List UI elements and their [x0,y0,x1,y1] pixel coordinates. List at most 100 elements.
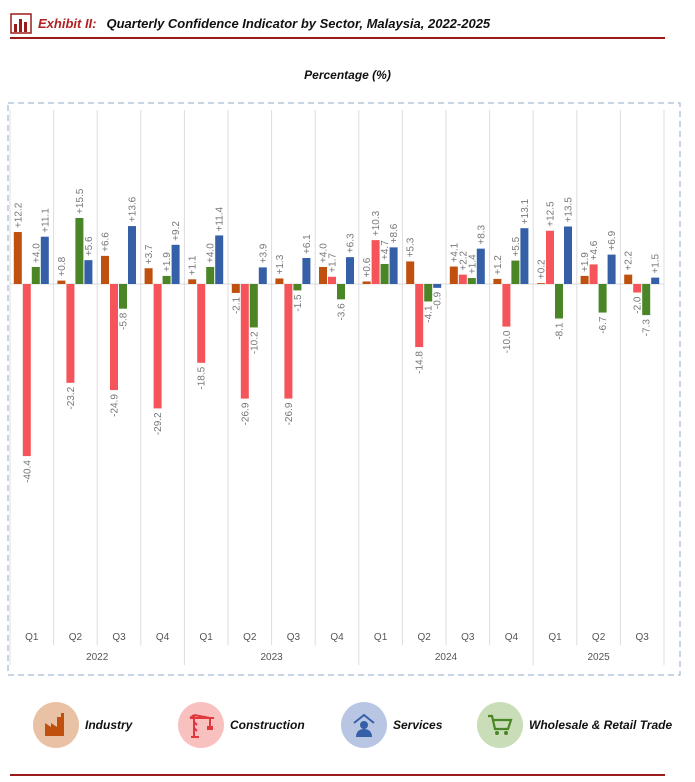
bar-industry [493,278,502,284]
bar-industry [362,281,371,284]
data-label: -24.9 [110,394,121,417]
data-label: -10.0 [502,330,513,353]
data-label: +2.2 [458,250,469,270]
bar-industry [231,284,240,293]
data-label: +1.4 [467,254,478,274]
bar-services [84,260,93,284]
bar-construction [415,284,424,348]
footer-divider [10,774,665,776]
data-label: -23.2 [66,386,77,409]
year-label: 2022 [86,652,109,663]
data-label: +4.0 [206,243,217,263]
data-label: +10.3 [371,210,382,236]
bar-wholesale-retail-trade [511,260,520,284]
data-label: +1.9 [162,252,173,272]
data-label: -0.9 [433,291,444,309]
data-label: +4.0 [319,243,330,263]
data-label: +6.1 [302,234,313,254]
data-label: -10.2 [249,331,260,354]
x-tick-label: Q2 [592,632,606,643]
data-label: +6.6 [101,232,112,252]
data-label: +1.1 [188,255,199,275]
bar-construction [22,284,31,457]
data-label: +13.1 [520,198,531,224]
data-label: +13.5 [564,197,575,223]
data-label: -26.9 [240,402,251,425]
bar-industry [188,279,197,284]
bar-construction [371,240,380,284]
x-tick-label: Q4 [505,632,519,643]
header-divider [10,37,665,39]
bar-services [651,277,660,284]
bar-industry [144,268,153,284]
bar-industry [319,266,327,284]
data-label: -8.1 [555,322,566,340]
data-label: +13.6 [128,196,139,222]
data-label: +1.3 [275,254,286,274]
x-tick-label: Q3 [461,632,475,643]
chart-title: Quarterly Confidence Indicator by Sector… [106,15,491,31]
x-tick-label: Q3 [636,632,650,643]
data-label: +0.6 [362,257,373,277]
bar-services [346,257,354,284]
x-tick-label: Q2 [418,632,432,643]
bar-wholesale-retail-trade [467,278,476,284]
x-tick-label: Q1 [548,632,562,643]
bar-construction [240,284,249,399]
bar-chart: Q1 +12.2 -40.4 +4.0 +11.1 Q2 +0.8 -23.2 +15.5 +5.… [7,102,681,676]
bar-construction [110,284,118,391]
data-label: +8.6 [389,223,400,243]
bar-services [128,226,136,284]
bar-construction [284,284,293,399]
bar-construction [633,284,642,293]
bar-services [607,254,616,284]
shopping-cart-icon [477,702,523,748]
x-tick-label: Q1 [200,632,214,643]
data-label: +5.6 [84,236,95,256]
data-label: +6.3 [346,233,357,253]
bar-wholesale-retail-trade [249,284,258,328]
data-label: +15.5 [75,188,86,214]
bar-services [258,267,267,284]
bar-wholesale-retail-trade [162,275,171,284]
data-label: -2.1 [231,297,242,315]
data-label: +4.1 [449,242,460,262]
data-label: +3.7 [144,244,155,264]
bar-industry [275,278,284,284]
bar-industry [13,232,22,284]
bar-wholesale-retail-trade [424,284,433,302]
data-label: -14.8 [415,351,426,374]
x-tick-label: Q3 [112,632,126,643]
bar-services [564,226,572,284]
bar-services [215,235,224,284]
data-label: -40.4 [22,460,33,483]
x-tick-label: Q1 [374,632,388,643]
data-label: +11.1 [40,208,51,233]
bar-construction [197,284,206,363]
service-worker-icon [341,702,387,748]
data-label: +8.3 [476,224,487,244]
bar-wholesale-retail-trade [555,284,563,319]
data-label: +1.2 [493,255,504,275]
bar-wholesale-retail-trade [206,266,215,284]
year-label: 2023 [260,652,283,663]
data-label: -26.9 [284,402,295,425]
bar-wholesale-retail-trade [337,284,345,300]
legend-item-construction: Construction [178,702,305,748]
bar-industry [57,280,66,284]
bar-chart-icon [10,13,32,34]
bar-construction [589,264,598,284]
data-label: -29.2 [153,412,164,435]
bar-construction [328,276,336,284]
bar-wholesale-retail-trade [31,266,40,284]
plot-frame [7,102,681,676]
bar-wholesale-retail-trade [293,284,302,291]
bar-industry [406,261,415,284]
bar-construction [66,284,75,383]
data-label: +12.2 [13,202,24,228]
factory-icon [33,702,79,748]
data-label: +4.7 [380,240,391,260]
data-label: +3.9 [258,243,269,263]
data-label: -2.0 [633,296,644,314]
